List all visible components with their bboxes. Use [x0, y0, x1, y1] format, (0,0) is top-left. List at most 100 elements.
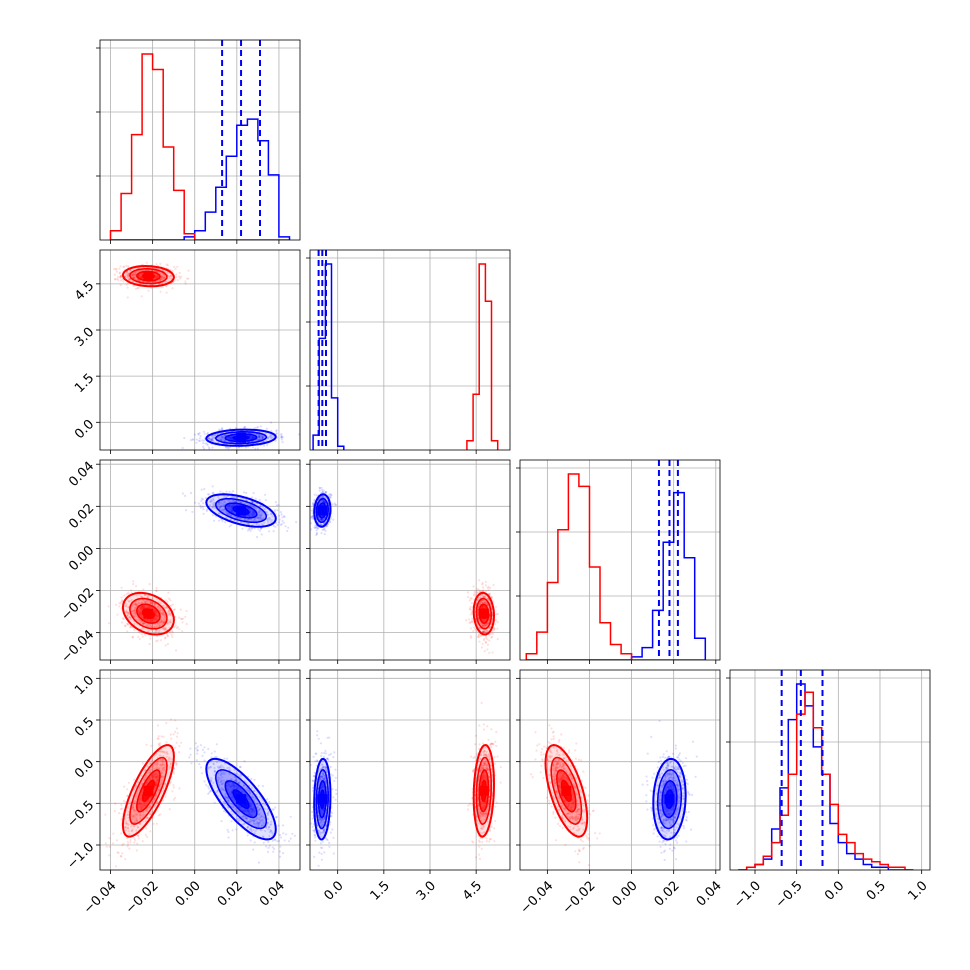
sample-point [145, 816, 148, 820]
sample-point [208, 493, 211, 496]
sample-point [311, 501, 315, 505]
sample-point [155, 587, 158, 590]
sample-point [226, 499, 229, 502]
sample-point [319, 518, 322, 522]
sample-point [132, 273, 135, 276]
sample-point [154, 630, 157, 633]
sample-point [202, 442, 205, 445]
sample-point [119, 274, 123, 277]
sample-point [119, 602, 122, 605]
sample-point [133, 277, 136, 280]
sample-point [243, 425, 246, 429]
sample-point [473, 592, 476, 595]
sample-point [270, 521, 273, 524]
sample-point [211, 514, 215, 517]
sample-point [124, 274, 128, 277]
sample-point [195, 441, 198, 444]
sample-point [253, 527, 256, 530]
sample-point [311, 515, 314, 518]
sample-point [321, 495, 324, 498]
sample-point [322, 489, 325, 492]
sample-point [134, 287, 138, 290]
sample-point [108, 845, 111, 848]
sample-point [174, 267, 177, 270]
sample-point [319, 496, 322, 499]
sample-point [482, 623, 485, 626]
sample-point [170, 274, 173, 277]
sample-point [168, 275, 172, 278]
sample-point [202, 439, 206, 442]
sample-point [149, 625, 152, 628]
sample-point [321, 518, 324, 521]
sample-point [136, 814, 139, 817]
sample-point [202, 512, 205, 515]
sample-point [287, 526, 290, 529]
sample-point [237, 501, 240, 504]
sample-point [469, 608, 472, 611]
sample-point [211, 505, 215, 509]
sample-point [131, 273, 135, 276]
sample-point [126, 622, 129, 625]
sample-point [123, 826, 127, 829]
sample-point [320, 518, 323, 521]
sample-point [488, 651, 491, 655]
sample-point [161, 623, 164, 626]
sample-point [123, 265, 126, 268]
sample-point [315, 529, 318, 532]
sample-point [152, 800, 155, 803]
sample-point [141, 814, 145, 817]
sample-point [472, 630, 475, 633]
sample-point [220, 438, 223, 441]
sample-point [158, 766, 161, 770]
sample-point [206, 444, 209, 447]
sample-point [137, 630, 140, 633]
sample-point [120, 596, 123, 599]
sample-point [495, 619, 498, 622]
sample-point [256, 425, 260, 429]
sample-point [153, 798, 156, 801]
sample-point [164, 626, 167, 630]
sample-point [139, 602, 142, 605]
sample-point [155, 598, 158, 601]
sample-point [206, 493, 210, 496]
sample-point [199, 504, 202, 507]
sample-point [493, 627, 496, 630]
sample-point [131, 636, 134, 639]
sample-point [175, 727, 179, 730]
sample-point [149, 805, 152, 808]
sample-point [126, 612, 130, 615]
sample-point [465, 619, 468, 622]
sample-point [126, 275, 130, 278]
sample-point [253, 427, 256, 430]
sample-point [134, 610, 137, 614]
sample-point [156, 737, 159, 740]
sample-point [162, 611, 165, 615]
sample-point [134, 813, 137, 816]
sample-point [166, 272, 169, 275]
panel-frame [309, 459, 511, 661]
sample-point [124, 604, 127, 608]
sample-point [281, 519, 284, 523]
sample-point [136, 820, 139, 823]
sample-point [131, 830, 134, 833]
sample-point [210, 438, 213, 441]
sample-point [162, 617, 165, 620]
sample-point [311, 514, 314, 517]
sample-point [156, 605, 160, 609]
sample-point [212, 497, 215, 501]
sample-point [135, 785, 138, 788]
sample-point [232, 499, 235, 502]
sample-point [209, 438, 213, 441]
sample-point [483, 650, 486, 653]
sample-point [149, 602, 152, 605]
sample-point [159, 755, 162, 758]
sample-point [207, 446, 211, 449]
sample-point [274, 501, 277, 504]
sample-point [261, 436, 265, 439]
sample-point [159, 639, 162, 642]
sample-point [156, 801, 159, 804]
sample-point [164, 782, 167, 786]
sample-point [137, 618, 140, 621]
sample-point [321, 500, 324, 503]
sample-point [140, 295, 143, 298]
